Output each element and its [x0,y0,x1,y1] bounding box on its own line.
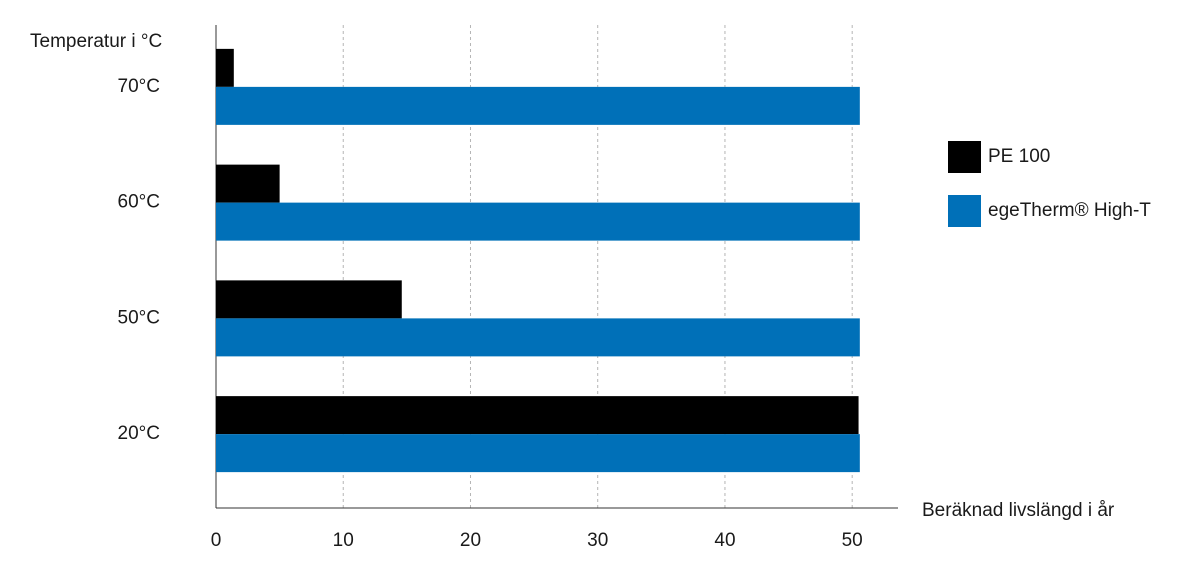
y-tick-label: 60°C [118,192,160,213]
x-tick-label: 50 [842,530,863,551]
y-tick-label: 20°C [118,423,160,444]
bar [216,280,402,319]
y-tick-label: 70°C [118,76,160,97]
legend-label: PE 100 [988,146,1050,167]
x-tick-label: 10 [333,530,354,551]
legend-label: egeTherm® High-T [988,200,1151,221]
x-tick-label: 30 [587,530,608,551]
bar [216,396,859,435]
bar [216,86,860,125]
legend-swatch [948,195,981,227]
y-axis-title: Temperatur i °C [30,31,162,52]
bar [216,434,860,473]
bar [216,164,280,203]
bar [216,202,860,241]
bar [216,48,234,87]
x-tick-label: 0 [211,530,222,551]
legend-swatch [948,141,981,173]
x-tick-label: 20 [460,530,481,551]
y-tick-label: 50°C [118,307,160,328]
bar [216,318,860,357]
x-tick-label: 40 [714,530,735,551]
x-axis-title: Beräknad livslängd i år [922,500,1115,521]
